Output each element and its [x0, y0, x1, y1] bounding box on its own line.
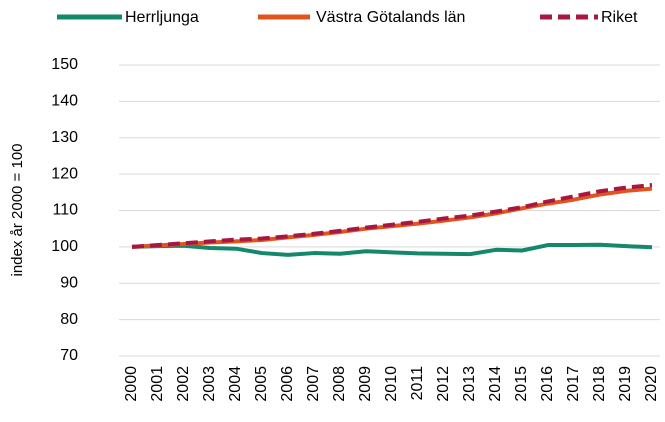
x-tick-label: 2009 — [357, 366, 374, 402]
series-line — [131, 242, 653, 257]
x-tick-label: 2008 — [331, 366, 348, 402]
x-tick-label: 2003 — [201, 366, 218, 402]
y-tick-label: 130 — [51, 129, 78, 146]
y-axis-label: index år 2000 = 100 — [9, 143, 26, 276]
x-tick-label: 2020 — [643, 366, 660, 402]
x-tick-label: 2002 — [175, 366, 192, 402]
x-tick-label: 2014 — [487, 366, 504, 402]
x-tick-label: 2005 — [253, 366, 270, 402]
y-tick-label: 140 — [51, 93, 78, 110]
x-tick-label: 2018 — [591, 366, 608, 402]
x-tick-label: 2016 — [539, 366, 556, 402]
x-tick-label: 2019 — [617, 366, 634, 402]
legend-label: Västra Götalands län — [316, 9, 465, 26]
x-tick-label: 2007 — [305, 366, 322, 402]
x-tick-label: 2010 — [383, 366, 400, 402]
y-tick-label: 150 — [51, 56, 78, 73]
y-tick-label: 110 — [52, 202, 78, 219]
x-tick-label: 2006 — [279, 366, 296, 402]
y-tick-label: 120 — [51, 165, 78, 182]
legend-label: Herrljunga — [125, 9, 199, 26]
x-tick-label: 2011 — [409, 366, 426, 401]
series-line — [131, 186, 653, 249]
x-tick-label: 2000 — [123, 366, 140, 402]
legend-label: Riket — [601, 9, 638, 26]
x-tick-label: 2001 — [149, 366, 166, 402]
y-tick-label: 70 — [60, 347, 78, 364]
x-tick-label: 2013 — [461, 366, 478, 402]
y-tick-label: 100 — [51, 238, 78, 255]
y-tick-label: 90 — [60, 274, 78, 291]
x-tick-label: 2004 — [227, 366, 244, 402]
series-line — [131, 183, 653, 249]
x-tick-label: 2012 — [435, 366, 452, 402]
x-tick-label: 2017 — [565, 366, 582, 402]
y-tick-label: 80 — [60, 311, 78, 328]
x-tick-label: 2015 — [513, 366, 530, 402]
